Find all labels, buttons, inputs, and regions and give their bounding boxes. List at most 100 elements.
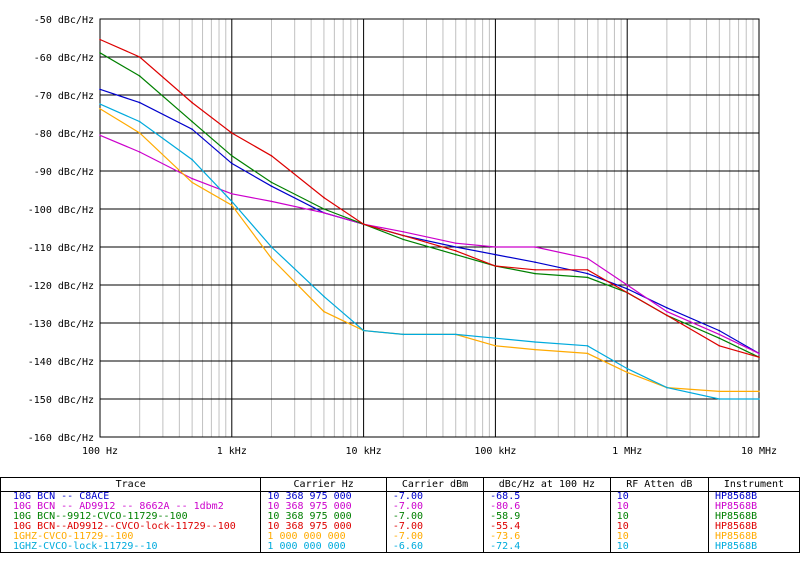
header-instrument: Instrument <box>707 477 800 492</box>
data-point <box>402 231 405 233</box>
x-tick-label: 1 MHz <box>612 446 642 457</box>
header-carrier-hz: Carrier Hz <box>260 477 387 492</box>
y-tick-label: -110 dBc/Hz <box>28 243 94 254</box>
data-point <box>626 371 628 374</box>
data-point <box>191 158 193 161</box>
cell-instrument: HP8568B <box>707 542 800 553</box>
data-point <box>231 155 233 157</box>
data-point <box>666 314 668 317</box>
data-point <box>270 155 273 157</box>
cell-rf-atten: 10 <box>609 522 709 532</box>
data-point <box>586 257 589 260</box>
table-row: 10G BCN--9912-CVCO-11729--100 10 368 975… <box>0 512 800 522</box>
data-point <box>718 333 721 336</box>
x-tick-label: 10 kHz <box>346 446 382 457</box>
series-line-3 <box>99 38 760 358</box>
data-point <box>586 352 589 355</box>
data-point <box>494 345 497 347</box>
data-point <box>758 390 760 393</box>
data-point <box>494 337 497 340</box>
grid <box>99 18 760 438</box>
cell-carrier-dbm: -7.00 <box>385 491 485 502</box>
data-point <box>138 56 141 58</box>
cell-instrument: HP8568B <box>707 491 800 502</box>
data-point <box>270 185 273 187</box>
table-row: 10G BCN -- C8ACE 10 368 975 000 -7.00 -6… <box>0 491 800 502</box>
data-point <box>191 181 193 184</box>
data-point <box>138 151 141 153</box>
cell-rf-atten: 10 <box>609 542 709 553</box>
data-point <box>362 223 365 225</box>
data-point <box>586 345 589 347</box>
data-point <box>362 329 365 332</box>
data-point <box>626 284 628 286</box>
data-point <box>231 132 233 134</box>
cell-trace: 1GHZ-CVCO-lock-11729--10 <box>0 542 262 553</box>
cell-carrier-dbm: -7.00 <box>385 532 485 542</box>
y-tick-label: -140 dBc/Hz <box>28 357 94 368</box>
data-point <box>99 107 101 110</box>
data-point <box>494 253 497 256</box>
cell-carrier-hz: 1 000 000 000 <box>260 532 387 542</box>
data-point <box>534 272 536 275</box>
data-point <box>758 398 760 400</box>
data-point <box>138 75 141 77</box>
data-point <box>231 200 233 203</box>
header-trace: Trace <box>0 477 262 492</box>
data-point <box>454 246 457 248</box>
data-point <box>454 242 457 244</box>
data-point <box>534 269 536 271</box>
y-tick-label: -50 dBc/Hz <box>34 15 94 26</box>
cell-rf-atten: 10 <box>609 502 709 512</box>
cell-carrier-hz: 10 368 975 000 <box>260 491 387 502</box>
x-tick-label: 100 Hz <box>82 446 118 457</box>
cell-rf-atten: 10 <box>609 532 709 542</box>
data-point <box>718 390 721 393</box>
x-axis-ticks: 100 Hz 1 kHz 10 kHz 100 kHz 1 MHz 10 MHz <box>82 446 777 457</box>
data-point <box>323 196 325 199</box>
data-point <box>626 288 628 290</box>
data-point <box>494 265 497 267</box>
data-point <box>534 246 536 248</box>
data-point <box>626 367 628 370</box>
data-point <box>323 295 325 298</box>
x-tick-label: 10 MHz <box>741 446 777 457</box>
y-tick-label: -150 dBc/Hz <box>28 395 94 406</box>
data-point <box>138 132 141 134</box>
data-point <box>402 238 405 241</box>
data-point <box>494 246 497 248</box>
data-point <box>758 356 760 359</box>
data-point <box>666 307 668 309</box>
phase-noise-plot: -50 dBc/Hz -60 dBc/Hz -70 dBc/Hz -80 dBc/Hz… <box>28 15 777 457</box>
data-point <box>270 246 273 248</box>
data-point <box>454 250 457 252</box>
y-tick-label: -80 dBc/Hz <box>34 129 94 140</box>
data-point <box>323 208 325 210</box>
data-point <box>191 128 193 130</box>
header-carrier-dbm: Carrier dBm <box>385 477 485 492</box>
data-point <box>534 341 536 343</box>
cell-carrier-hz: 10 368 975 000 <box>260 522 387 532</box>
cell-instrument: HP8568B <box>707 512 800 522</box>
table-row: 1GHZ-CVCO-lock-11729--10 1 000 000 000 -… <box>0 542 800 553</box>
data-point <box>191 177 193 180</box>
data-point <box>99 134 101 137</box>
data-point <box>402 333 405 336</box>
data-point <box>718 329 721 332</box>
data-point <box>231 162 233 165</box>
data-point <box>454 333 457 336</box>
data-point <box>718 337 721 340</box>
data-point <box>626 291 628 294</box>
series-lines <box>99 38 760 400</box>
data-point <box>586 276 589 279</box>
series-line-5 <box>99 103 759 400</box>
data-point <box>99 38 101 41</box>
data-point <box>138 101 141 104</box>
y-tick-label: -100 dBc/Hz <box>28 205 94 216</box>
data-point <box>270 181 273 184</box>
cell-instrument: HP8568B <box>707 522 800 532</box>
trace-table: Trace Carrier Hz Carrier dBm dBc/Hz at 1… <box>0 477 800 580</box>
x-tick-label: 1 kHz <box>217 446 247 457</box>
table-header-row: Trace Carrier Hz Carrier dBm dBc/Hz at 1… <box>0 477 800 492</box>
y-tick-label: -130 dBc/Hz <box>28 319 94 330</box>
